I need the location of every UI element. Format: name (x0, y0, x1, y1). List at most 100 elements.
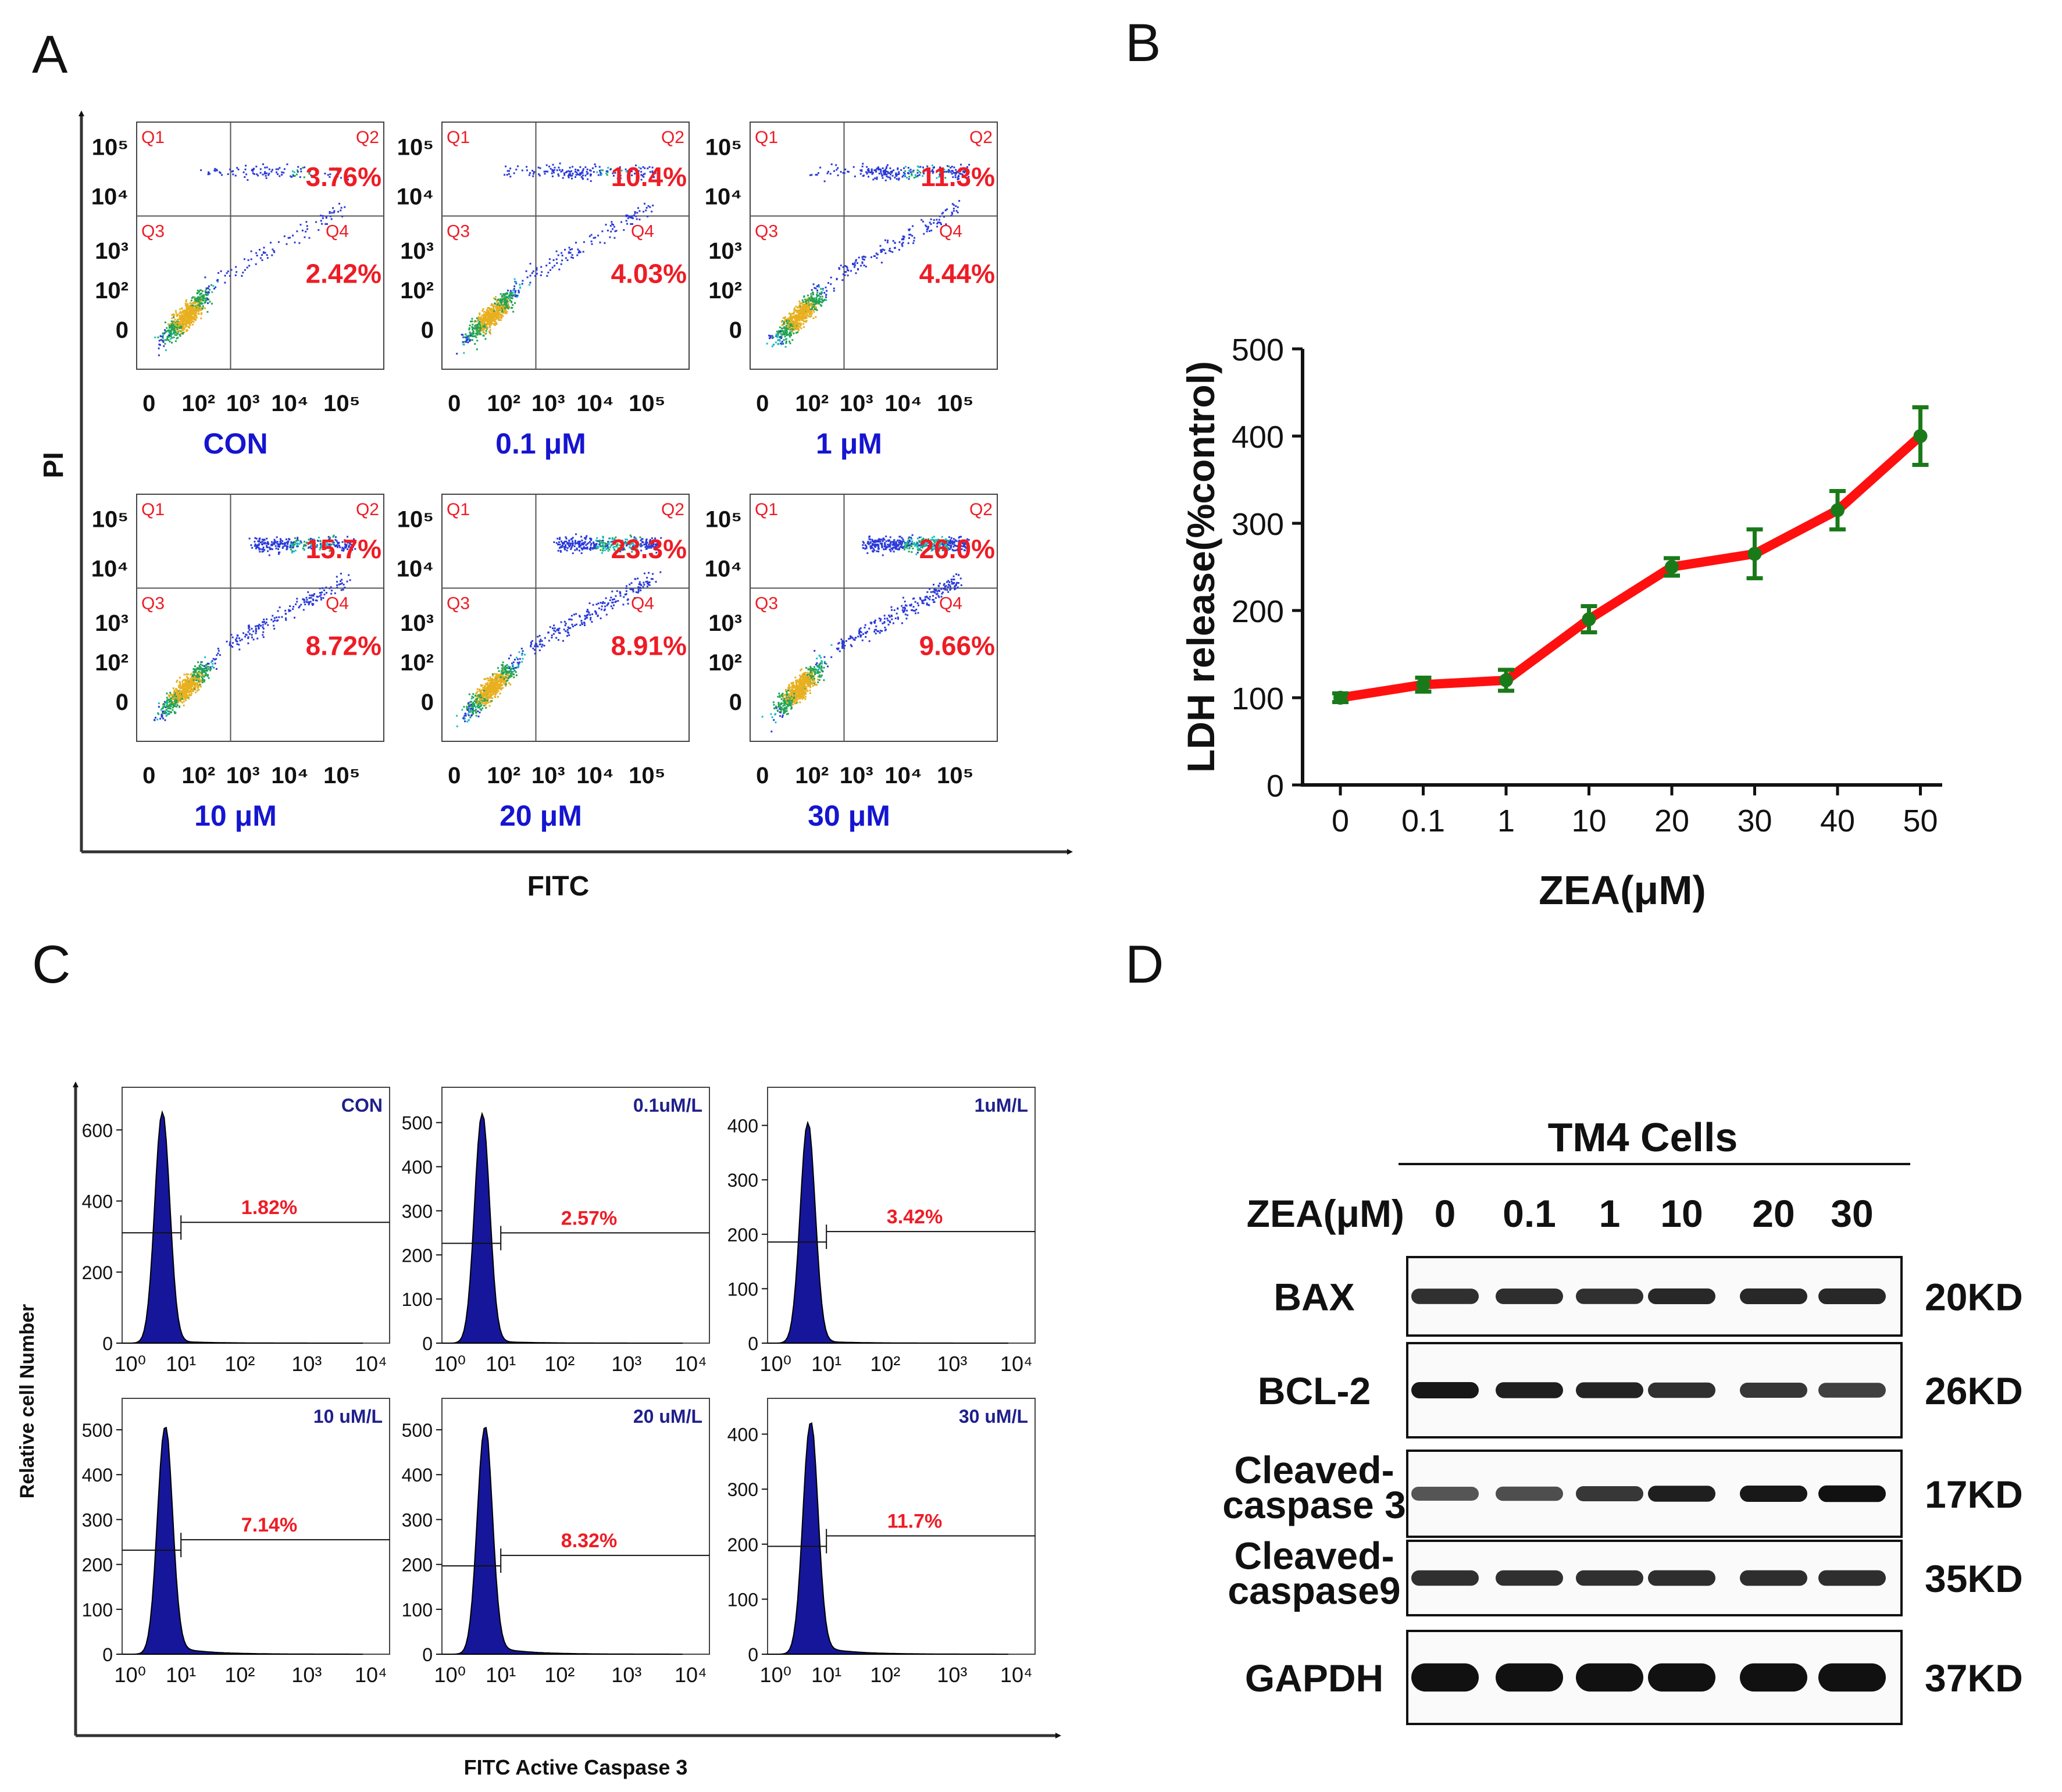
flow-dot (809, 308, 812, 310)
flow-dot (627, 215, 629, 217)
flow-dot (519, 284, 521, 286)
flow-dot (651, 578, 654, 580)
flow-dot (475, 715, 477, 717)
flow-dot (951, 166, 953, 167)
flow-dot (292, 608, 294, 610)
flow-dot (509, 670, 512, 673)
flow-dot (207, 674, 209, 677)
flow-dot (177, 701, 180, 703)
flow-dot (186, 694, 188, 697)
flow-dot (493, 687, 495, 689)
flow-dot (482, 320, 484, 322)
flow-dot (489, 701, 491, 703)
flow-dot (167, 694, 170, 697)
flow-dot (162, 704, 165, 706)
flow-dot (262, 550, 265, 552)
flow-dot (195, 691, 197, 694)
flow-dot (582, 170, 584, 172)
flow-dot (162, 707, 164, 709)
flow-dot (913, 177, 915, 179)
flow-dot (818, 284, 820, 286)
flow-dot (532, 175, 534, 177)
flow-dot (795, 319, 797, 322)
flow-dot (510, 674, 512, 677)
flow-dot (484, 685, 486, 687)
flow-dot (189, 324, 191, 326)
flow-dot (488, 689, 491, 691)
flow-dot (173, 692, 175, 694)
flow-dot (575, 169, 577, 171)
flow-dot (512, 304, 514, 306)
flow-dot (502, 665, 504, 667)
flow-dot (521, 169, 523, 172)
flow-dot (884, 239, 886, 241)
flow-dot (479, 688, 481, 691)
flow-dot (340, 206, 343, 209)
flow-dot (793, 312, 795, 314)
flow-dot (911, 174, 913, 177)
flow-dot (194, 670, 197, 672)
flow-dot (486, 694, 488, 696)
flow-dot (912, 242, 915, 244)
flow-dot (171, 694, 173, 697)
flow-dot (555, 250, 558, 252)
flow-dot (197, 302, 199, 304)
flow-dot (488, 680, 491, 682)
flow-dot (936, 226, 939, 228)
flow-dot (772, 344, 775, 346)
flow-dot (886, 166, 888, 168)
flow-dot (941, 168, 943, 170)
flow-dot (491, 687, 493, 689)
flow-dot (780, 342, 782, 345)
flow-dot (181, 693, 183, 695)
flow-dot (238, 637, 240, 640)
flow-dot (846, 269, 848, 271)
flow-dot (491, 679, 493, 681)
flow-dot (591, 243, 593, 245)
flow-dot (791, 317, 793, 319)
flow-dot (492, 305, 494, 307)
flow-dot (184, 313, 187, 315)
flow-dot (509, 299, 511, 301)
flow-dot (256, 255, 258, 256)
flow-dot (260, 624, 262, 627)
flow-dot (514, 291, 516, 294)
flow-dot (173, 332, 175, 334)
flow-dot (289, 605, 291, 607)
flow-dot (903, 167, 905, 169)
flow-dot (195, 677, 198, 680)
flow-dot (476, 690, 479, 692)
flow-dot (468, 693, 470, 695)
flow-dot (938, 222, 940, 224)
flow-dot (822, 288, 824, 291)
flow-dot (476, 320, 479, 323)
flow-q4-percent: 8.72% (306, 631, 381, 661)
flow-dot (776, 330, 778, 333)
flow-dot (312, 595, 315, 597)
flow-dot (463, 716, 465, 718)
flow-dot (483, 697, 485, 699)
flow-dot (191, 320, 193, 323)
flow-dot (308, 601, 311, 604)
flow-dot (331, 212, 333, 214)
flow-dot (179, 308, 181, 310)
flow-dot (483, 320, 486, 322)
flow-dot (192, 305, 194, 307)
flow-dot (192, 671, 195, 673)
flow-dot (281, 171, 283, 173)
flow-dot (181, 310, 184, 312)
flow-dot (196, 684, 198, 686)
flow-dot (490, 688, 492, 690)
flow-dot (771, 337, 773, 339)
flow-dot (471, 326, 473, 328)
flow-dot (546, 275, 548, 277)
flow-dot (190, 694, 192, 697)
flow-dot (957, 206, 959, 208)
flow-dot (532, 270, 534, 273)
flow-dot (154, 336, 156, 338)
flow-dot (560, 170, 562, 173)
flow-dot (237, 169, 240, 170)
flow-dot (784, 335, 786, 338)
flow-dot (602, 169, 604, 172)
flow-dot (642, 166, 644, 168)
